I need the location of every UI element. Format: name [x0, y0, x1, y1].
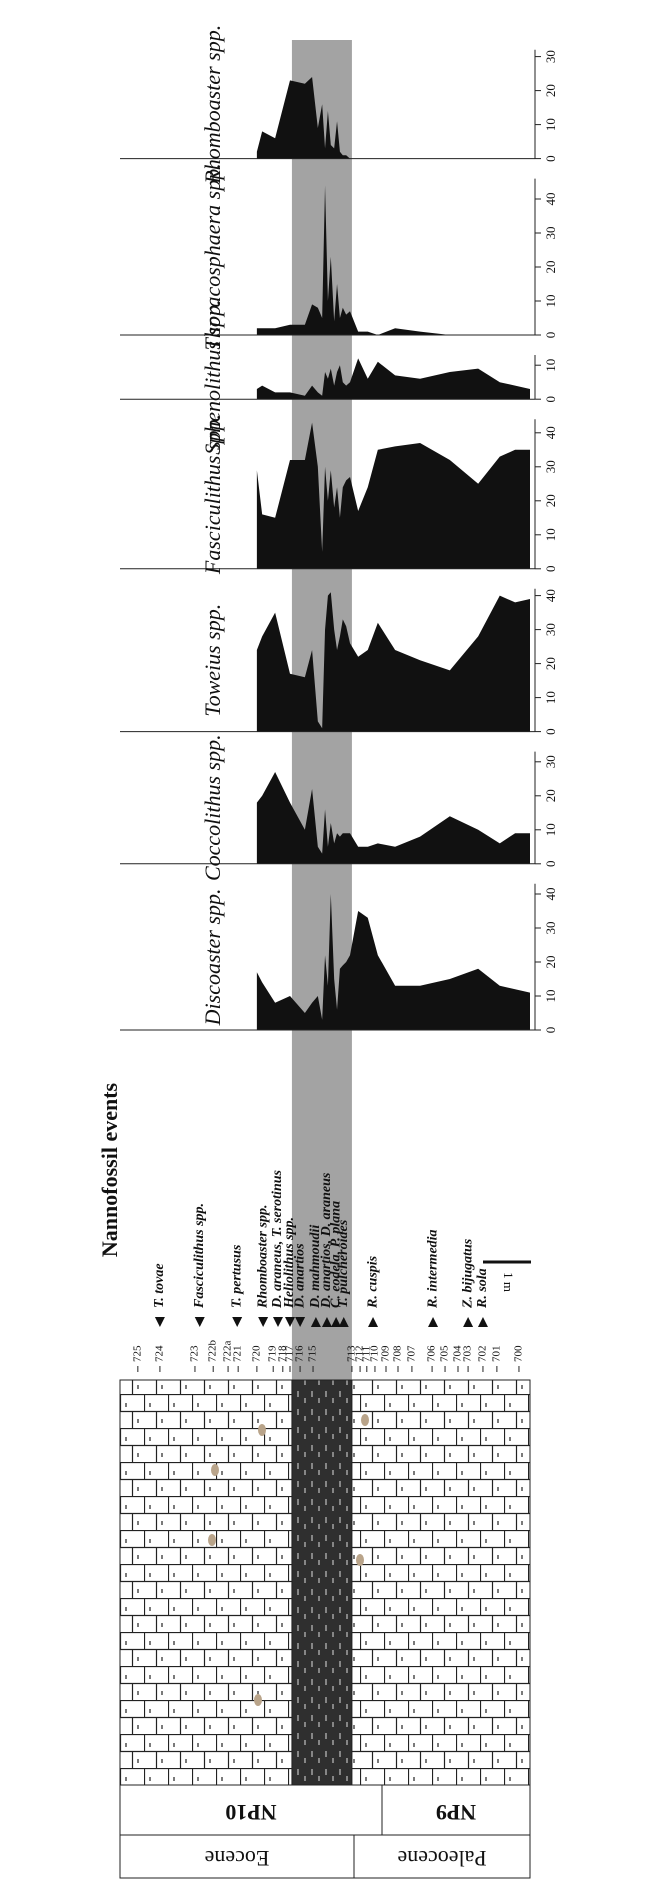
y-tick-label: 0	[543, 861, 558, 868]
panel-title: Rhomboaster spp.	[200, 25, 225, 185]
zone-label: NP10	[225, 1800, 276, 1825]
y-tick-label: 0	[543, 1027, 558, 1034]
y-tick-label: 0	[543, 396, 558, 403]
fossil-blob	[356, 1554, 364, 1566]
epoch-label: Eocene	[205, 1846, 270, 1871]
fossil-blob	[361, 1414, 369, 1426]
sample-label: 706	[426, 1345, 438, 1362]
y-tick-label: 10	[543, 823, 558, 836]
event-label: R. sola	[475, 1268, 490, 1309]
abundance-area	[257, 77, 530, 159]
zone-label: NP9	[436, 1800, 476, 1825]
sample-label: 715	[307, 1345, 319, 1362]
sample-label: 723	[188, 1345, 200, 1362]
y-tick-label: 10	[543, 691, 558, 704]
fossil-blob	[258, 1424, 266, 1436]
y-tick-label: 0	[543, 566, 558, 573]
y-tick-label: 20	[543, 956, 558, 969]
y-tick-label: 0	[543, 155, 558, 162]
sample-label: 724	[153, 1345, 165, 1362]
event-marker	[232, 1317, 242, 1327]
scale-bar-label: 1 m	[501, 1272, 516, 1292]
sample-label: 705	[439, 1345, 451, 1362]
sample-label: 722b	[207, 1340, 219, 1363]
event-label: T. pulcheroides	[336, 1219, 351, 1308]
y-tick-label: 20	[543, 494, 558, 507]
event-marker	[195, 1317, 205, 1327]
sample-label: 716	[294, 1345, 306, 1362]
event-marker	[258, 1317, 268, 1327]
sample-label: 708	[392, 1345, 404, 1362]
y-tick-label: 10	[543, 359, 558, 372]
panel-title: Discoaster spp.	[200, 888, 225, 1026]
y-tick-label: 40	[543, 589, 558, 602]
sample-label: 702	[476, 1346, 488, 1363]
event-marker	[368, 1317, 378, 1327]
figure: 0 10 20 30 40 Discoaster spp. 0 10 20 30 Coccolith…	[0, 0, 669, 1879]
y-tick-label: 10	[543, 118, 558, 131]
sample-label: 725	[131, 1345, 143, 1362]
y-tick-label: 40	[543, 193, 558, 206]
y-tick-label: 30	[543, 922, 558, 935]
panel-title: Coccolithus spp.	[200, 734, 225, 881]
y-tick-label: 10	[543, 295, 558, 308]
y-tick-label: 40	[543, 426, 558, 439]
event-label: Z. bijugatus	[460, 1238, 475, 1309]
y-tick-label: 0	[543, 728, 558, 735]
y-tick-label: 10	[543, 990, 558, 1003]
sample-label: 707	[405, 1345, 417, 1362]
event-label: T. tovae	[152, 1263, 167, 1308]
y-tick-label: 30	[543, 227, 558, 240]
panel-title: Toweius spp.	[200, 604, 225, 717]
fossil-blob	[254, 1694, 262, 1706]
y-tick-label: 30	[543, 755, 558, 768]
panel-title: Thoracosphaera spp.	[200, 163, 225, 350]
sample-label: 703	[462, 1345, 474, 1362]
epoch-label: Paleocene	[397, 1846, 486, 1871]
y-tick-label: 30	[543, 50, 558, 63]
event-label: R. cuspis	[365, 1255, 380, 1309]
y-tick-label: 20	[543, 789, 558, 802]
event-label: T. pertusus	[229, 1244, 244, 1308]
sample-label: 720	[250, 1345, 262, 1362]
event-marker	[273, 1317, 283, 1327]
sample-label: 701	[490, 1346, 502, 1363]
fossil-blob	[211, 1464, 219, 1476]
page: {"chart_data": {"type": "area", "color":…	[0, 0, 669, 1879]
event-marker	[478, 1317, 488, 1327]
y-tick-label: 20	[543, 261, 558, 274]
marl-interval	[292, 1380, 352, 1785]
sample-label: 709	[380, 1345, 392, 1362]
event-marker	[463, 1317, 473, 1327]
fossil-blob	[208, 1534, 216, 1546]
y-tick-label: 0	[543, 332, 558, 339]
y-tick-label: 20	[543, 657, 558, 670]
sample-label: 700	[512, 1345, 524, 1362]
event-label: D. anartios	[292, 1243, 307, 1309]
y-tick-label: 40	[543, 888, 558, 901]
events-title: Nannofossil events	[97, 1082, 122, 1257]
event-label: Rhomboaster spp.	[255, 1205, 270, 1309]
y-tick-label: 30	[543, 460, 558, 473]
event-marker	[428, 1317, 438, 1327]
event-marker	[155, 1317, 165, 1327]
sample-label: 721	[232, 1346, 244, 1363]
y-tick-label: 30	[543, 623, 558, 636]
event-label: Fasciculithus spp.	[192, 1203, 207, 1309]
event-label: R. intermedia	[425, 1229, 440, 1309]
y-tick-label: 20	[543, 84, 558, 97]
y-tick-label: 10	[543, 528, 558, 541]
